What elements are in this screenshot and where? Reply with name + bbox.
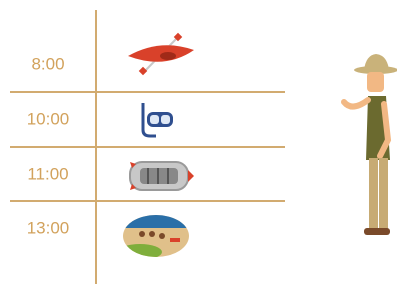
time-label: 11:00 [27, 164, 68, 183]
raft-icon [130, 162, 194, 190]
page: 8:00 10:00 11:00 13:00 [0, 0, 397, 284]
schedule-illustration: 8:00 10:00 11:00 13:00 [0, 0, 397, 284]
snorkel-icon [143, 103, 173, 136]
kayak-icon [128, 33, 194, 75]
explorer-figure [344, 54, 397, 235]
beach-icon [118, 214, 192, 260]
time-label: 8:00 [31, 54, 64, 73]
time-label: 10:00 [27, 109, 70, 128]
time-label: 13:00 [27, 218, 70, 237]
